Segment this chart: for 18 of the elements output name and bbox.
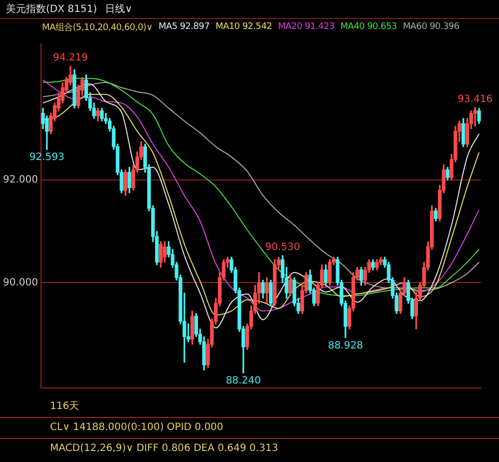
- annotation: 88.240: [226, 376, 261, 387]
- annotation: 94.219: [52, 52, 88, 64]
- chart-title: 美元指数(DX 8151): [6, 2, 97, 16]
- text: MA20 91.423: [278, 22, 334, 32]
- text: MA60 90.396: [402, 22, 460, 32]
- chart-subtitle: 日线∨: [104, 2, 132, 16]
- text: MA10 92.542: [216, 22, 272, 32]
- annotation: 90.530: [265, 242, 300, 254]
- legend-title: MA组合(5,10,20,40,60,0)∨: [42, 22, 152, 34]
- text: CL∨ 14188.000(0:100) OPID 0.000: [0, 417, 499, 438]
- annotation: 93.416: [458, 94, 493, 105]
- annotation: 88.928: [328, 340, 363, 352]
- text: MA5 92.897: [158, 22, 210, 32]
- text: 116天: [49, 400, 80, 414]
- y-tick-label: 92.000: [2, 174, 38, 186]
- text: MA40 90.653: [340, 22, 397, 32]
- text: MACD(12,26,9)∨ DIFF 0.806 DEA 0.649 0.313: [0, 438, 499, 459]
- y-tick-label: 90.000: [2, 277, 38, 288]
